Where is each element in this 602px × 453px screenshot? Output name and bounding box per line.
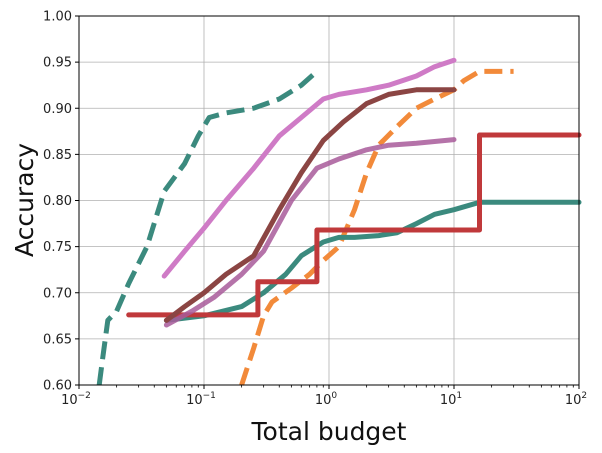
y-tick-label: 0.75 [43,240,72,255]
series-line-6 [163,87,457,323]
x-tick-label: 101 [440,391,462,408]
series-line-4 [126,132,582,318]
x-tick-label: 10−2 [61,391,91,408]
x-tick-label: 10−1 [186,391,216,408]
y-tick-labels: 0.60 0.65 0.70 0.75 0.80 0.85 0.90 0.95 1.00 [43,10,79,394]
x-tick-labels: 10−2 10−1 100 101 102 [61,385,587,408]
y-tick-label: 0.90 [43,102,72,117]
y-axis-label: Accuracy [10,143,39,257]
series-line-7 [161,57,457,279]
x-tick-label: 100 [315,391,338,408]
y-tick-label: 0.95 [43,56,72,71]
x-axis-label: Total budget [251,417,407,446]
y-tick-label: 0.70 [43,286,72,301]
y-tick-label: 0.60 [43,379,72,394]
series-line-3 [163,199,582,323]
y-tick-label: 1.00 [43,10,72,25]
y-tick-label: 0.80 [43,194,72,209]
series-line-5 [163,137,457,328]
y-tick-label: 0.65 [43,332,72,347]
series-line-1 [96,69,319,386]
y-tick-label: 0.85 [43,148,72,163]
plot-area [96,57,582,386]
x-tick-label: 102 [565,391,587,408]
